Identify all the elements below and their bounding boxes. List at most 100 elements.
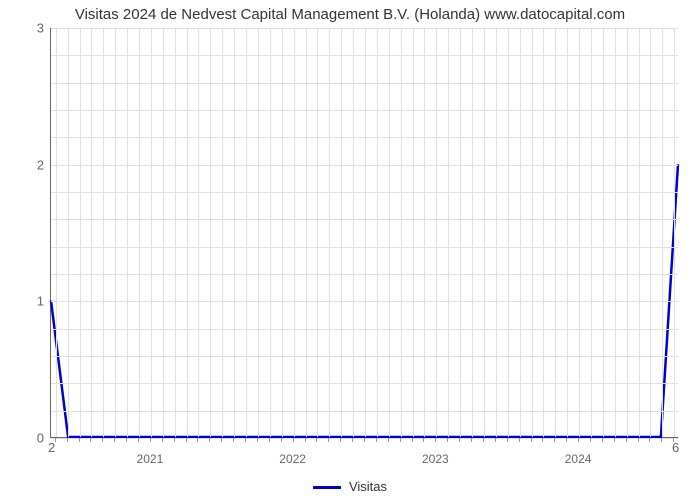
x-minor-tick [209, 438, 210, 442]
grid-v-minor [650, 28, 651, 437]
x-minor-tick [197, 438, 198, 442]
x-minor-tick [55, 438, 56, 442]
grid-v-minor [377, 28, 378, 437]
x-minor-tick [495, 438, 496, 442]
grid-v-minor [56, 28, 57, 437]
grid-v-minor [115, 28, 116, 437]
x-tick-label: 2022 [279, 452, 306, 466]
grid-v-minor [270, 28, 271, 437]
legend: Visitas [0, 479, 700, 494]
x-minor-tick [649, 438, 650, 442]
chart-container: Visitas 2024 de Nedvest Capital Manageme… [0, 0, 700, 500]
x-minor-tick [150, 438, 151, 442]
x-minor-tick [519, 438, 520, 442]
grid-v-minor [639, 28, 640, 437]
x-tick-label: 2021 [137, 452, 164, 466]
grid-v-minor [615, 28, 616, 437]
x-minor-tick [673, 438, 674, 442]
x-minor-tick [483, 438, 484, 442]
x-minor-tick [102, 438, 103, 442]
grid-v-minor [68, 28, 69, 437]
grid-v-minor [543, 28, 544, 437]
plot-area [50, 28, 678, 438]
grid-v-minor [282, 28, 283, 437]
x-minor-tick [614, 438, 615, 442]
x-minor-tick [293, 438, 294, 442]
grid-v-minor [674, 28, 675, 437]
x-minor-tick [471, 438, 472, 442]
grid-v-minor [151, 28, 152, 437]
grid-v-minor [329, 28, 330, 437]
grid-v-minor [258, 28, 259, 437]
x-tick-label: 2023 [422, 452, 449, 466]
x-minor-tick [316, 438, 317, 442]
grid-v-minor [103, 28, 104, 437]
x-minor-tick [114, 438, 115, 442]
x-secondary-right: 6 [672, 440, 679, 455]
grid-v-minor [413, 28, 414, 437]
x-tick-label: 2024 [565, 452, 592, 466]
grid-v-minor [448, 28, 449, 437]
x-minor-tick [447, 438, 448, 442]
grid-v-minor [306, 28, 307, 437]
grid-v-minor [163, 28, 164, 437]
x-minor-tick [186, 438, 187, 442]
grid-v-minor [234, 28, 235, 437]
x-minor-tick [376, 438, 377, 442]
grid-v-minor [294, 28, 295, 437]
x-minor-tick [174, 438, 175, 442]
y-tick-1: 1 [14, 294, 44, 309]
x-minor-tick [90, 438, 91, 442]
grid-v-minor [127, 28, 128, 437]
x-minor-tick [281, 438, 282, 442]
grid-v-minor [484, 28, 485, 437]
x-minor-tick [328, 438, 329, 442]
x-minor-tick [531, 438, 532, 442]
x-minor-tick [602, 438, 603, 442]
grid-v-minor [460, 28, 461, 437]
y-tick-2: 2 [14, 157, 44, 172]
x-minor-tick [340, 438, 341, 442]
x-minor-tick [364, 438, 365, 442]
x-minor-tick [626, 438, 627, 442]
grid-v-minor [508, 28, 509, 437]
x-minor-tick [578, 438, 579, 442]
grid-v-minor [389, 28, 390, 437]
x-minor-tick [269, 438, 270, 442]
grid-v-minor [317, 28, 318, 437]
x-minor-tick [412, 438, 413, 442]
grid-v-minor [603, 28, 604, 437]
grid-v-minor [555, 28, 556, 437]
grid-v-minor [353, 28, 354, 437]
x-secondary-left: 2 [48, 440, 55, 455]
grid-v-minor [210, 28, 211, 437]
grid-v-minor [472, 28, 473, 437]
grid-v-minor [424, 28, 425, 437]
x-minor-tick [233, 438, 234, 442]
grid-v-minor [567, 28, 568, 437]
grid-v-minor [139, 28, 140, 437]
x-minor-tick [435, 438, 436, 442]
x-minor-tick [162, 438, 163, 442]
x-minor-tick [400, 438, 401, 442]
x-minor-tick [221, 438, 222, 442]
grid-v-minor [341, 28, 342, 437]
chart-title: Visitas 2024 de Nedvest Capital Manageme… [0, 6, 700, 23]
x-minor-tick [79, 438, 80, 442]
grid-v-minor [532, 28, 533, 437]
x-minor-tick [138, 438, 139, 442]
x-minor-tick [638, 438, 639, 442]
legend-swatch [313, 486, 341, 489]
grid-v-minor [246, 28, 247, 437]
grid-v-minor [662, 28, 663, 437]
x-minor-tick [423, 438, 424, 442]
grid-v-minor [91, 28, 92, 437]
grid-v-minor [222, 28, 223, 437]
x-minor-tick [459, 438, 460, 442]
x-minor-tick [554, 438, 555, 442]
x-minor-tick [507, 438, 508, 442]
grid-v-minor [591, 28, 592, 437]
x-minor-tick [388, 438, 389, 442]
x-minor-tick [661, 438, 662, 442]
x-minor-tick [566, 438, 567, 442]
